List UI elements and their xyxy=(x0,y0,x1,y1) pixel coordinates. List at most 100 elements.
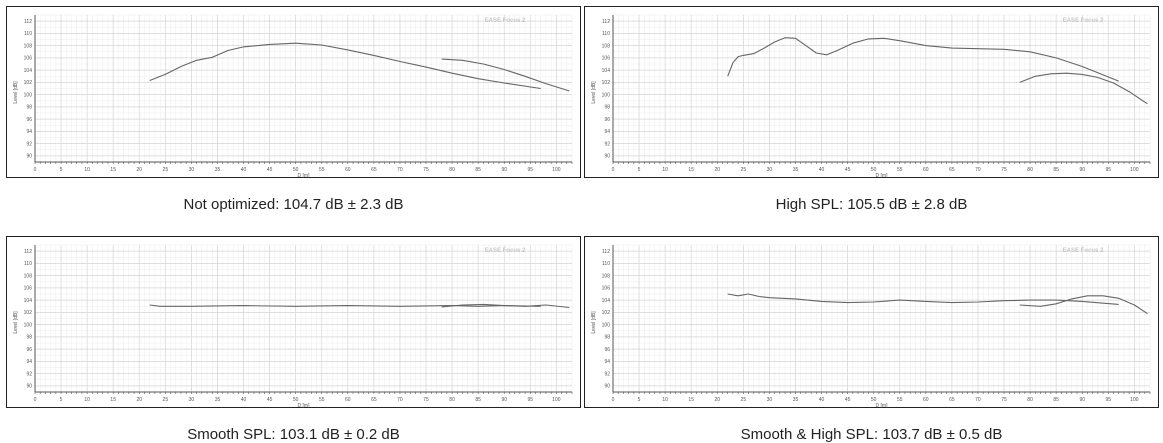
chart-panel-smooth-spl: 0 5 10 15 20 25 30 35 40 45 50 55 60 65 70 75 80 85 90 95 10… xyxy=(6,236,581,443)
y-tick-label: 94 xyxy=(604,359,610,365)
y-tick-label: 100 xyxy=(24,322,33,328)
x-tick-label: 70 xyxy=(397,167,403,173)
chart-frame: 0 5 10 15 20 25 30 35 40 45 50 55 60 65 70 75 80 85 90 95 10… xyxy=(6,236,581,409)
x-tick-label: 60 xyxy=(923,167,929,173)
y-tick-label: 112 xyxy=(602,249,610,255)
y-tick-label: 108 xyxy=(24,273,33,279)
x-tick-label: 80 xyxy=(1027,167,1033,173)
y-tick-label: 106 xyxy=(602,286,611,292)
level-vs-distance-chart: 0 5 10 15 20 25 30 35 40 45 50 55 60 65 70 75 80 85 90 95 10… xyxy=(13,244,573,409)
x-tick-label: 80 xyxy=(1027,397,1033,403)
x-tick-label: 85 xyxy=(475,167,481,173)
major-grid xyxy=(612,245,1150,392)
x-tick-label: 35 xyxy=(215,167,221,173)
x-tick-label: 20 xyxy=(136,397,142,403)
y-tick-label: 104 xyxy=(602,68,611,74)
y-tick-label: 94 xyxy=(26,359,32,365)
x-tick-label: 75 xyxy=(1001,167,1007,173)
y-tick-label: 102 xyxy=(602,310,611,316)
x-tick-label: 60 xyxy=(345,167,351,173)
x-tick-marks xyxy=(34,162,573,164)
y-tick-label: 96 xyxy=(26,347,32,353)
ease-focus-watermark: EASE Focus 2 xyxy=(485,18,526,24)
chart-panel-high-spl: 0 5 10 15 20 25 30 35 40 45 50 55 60 65 70 75 80 85 90 95 10… xyxy=(584,6,1159,213)
y-tick-label: 100 xyxy=(602,322,611,328)
ease-focus-watermark: EASE Focus 2 xyxy=(1063,18,1104,24)
x-axis-label: D [m] xyxy=(298,173,311,179)
major-grid xyxy=(34,15,572,162)
y-tick-label: 102 xyxy=(602,80,611,86)
x-tick-label: 60 xyxy=(345,397,351,403)
x-tick-label: 100 xyxy=(1130,397,1139,403)
x-tick-label: 90 xyxy=(501,397,507,403)
y-tick-label: 104 xyxy=(24,298,33,304)
y-tick-label: 92 xyxy=(26,371,32,377)
y-tick-label: 94 xyxy=(26,129,32,135)
x-tick-label: 45 xyxy=(267,397,273,403)
y-tick-label: 108 xyxy=(602,273,611,279)
x-tick-label: 25 xyxy=(741,167,747,173)
x-tick-label: 20 xyxy=(714,167,720,173)
minor-grid xyxy=(612,14,1151,163)
x-tick-label: 5 xyxy=(638,397,641,403)
x-tick-label: 0 xyxy=(34,167,37,173)
y-tick-label: 112 xyxy=(24,19,32,25)
y-tick-label: 90 xyxy=(604,154,610,160)
y-tick-label: 96 xyxy=(604,347,610,353)
chart-panel-smooth-high-spl: 0 5 10 15 20 25 30 35 40 45 50 55 60 65 70 75 80 85 90 95 10… xyxy=(584,236,1159,443)
y-tick-label: 90 xyxy=(604,384,610,390)
x-tick-label: 10 xyxy=(662,167,668,173)
x-tick-label: 40 xyxy=(819,397,825,403)
x-tick-label: 55 xyxy=(897,397,903,403)
x-tick-label: 5 xyxy=(60,167,63,173)
x-tick-label: 35 xyxy=(793,397,799,403)
x-tick-label: 70 xyxy=(975,397,981,403)
x-tick-label: 100 xyxy=(552,167,561,173)
y-tick-label: 106 xyxy=(24,56,33,62)
y-tick-label: 102 xyxy=(24,80,33,86)
y-tick-label: 112 xyxy=(24,249,32,255)
x-tick-label: 90 xyxy=(1079,167,1085,173)
y-tick-label: 92 xyxy=(604,371,610,377)
series-line-1 xyxy=(727,37,1119,82)
y-tick-label: 110 xyxy=(602,31,610,37)
x-tick-label: 80 xyxy=(449,397,455,403)
chart-frame: 0 5 10 15 20 25 30 35 40 45 50 55 60 65 70 75 80 85 90 95 10… xyxy=(584,236,1159,409)
x-tick-label: 95 xyxy=(1106,397,1112,403)
y-axis-label: Level [dB] xyxy=(13,311,19,334)
chart-caption: Not optimized: 104.7 dB ± 2.3 dB xyxy=(183,196,404,213)
x-tick-label: 10 xyxy=(662,397,668,403)
y-tick-label: 104 xyxy=(602,298,611,304)
x-tick-label: 25 xyxy=(741,397,747,403)
x-tick-label: 90 xyxy=(1079,397,1085,403)
chart-panel-not-optimized: 0 5 10 15 20 25 30 35 40 45 50 55 60 65 70 75 80 85 90 95 10… xyxy=(6,6,581,213)
chart-caption: High SPL: 105.5 dB ± 2.8 dB xyxy=(775,196,968,213)
x-tick-label: 40 xyxy=(241,397,247,403)
y-tick-label: 94 xyxy=(604,129,610,135)
x-tick-label: 30 xyxy=(767,397,773,403)
chart-caption: Smooth SPL: 103.1 dB ± 0.2 dB xyxy=(187,426,400,443)
ease-focus-watermark: EASE Focus 2 xyxy=(1063,248,1104,254)
series-line-2 xyxy=(441,58,570,92)
x-tick-label: 95 xyxy=(1106,167,1112,173)
x-tick-label: 85 xyxy=(475,397,481,403)
y-tick-label: 92 xyxy=(604,141,610,147)
x-tick-label: 45 xyxy=(845,397,851,403)
x-tick-label: 30 xyxy=(189,167,195,173)
x-tick-label: 15 xyxy=(688,167,694,173)
x-tick-label: 10 xyxy=(84,167,90,173)
x-tick-label: 95 xyxy=(528,167,534,173)
y-tick-label: 98 xyxy=(604,105,610,111)
x-tick-label: 15 xyxy=(110,397,116,403)
x-tick-label: 50 xyxy=(293,397,299,403)
y-tick-label: 96 xyxy=(26,117,32,123)
minor-grid xyxy=(612,244,1151,393)
y-tick-label: 98 xyxy=(604,335,610,341)
x-tick-label: 50 xyxy=(871,167,877,173)
x-tick-label: 30 xyxy=(767,167,773,173)
x-tick-label: 55 xyxy=(897,167,903,173)
x-axis-label: D [m] xyxy=(298,403,311,409)
y-tick-label: 100 xyxy=(24,92,33,98)
ease-focus-watermark: EASE Focus 2 xyxy=(485,248,526,254)
x-tick-label: 95 xyxy=(528,397,534,403)
